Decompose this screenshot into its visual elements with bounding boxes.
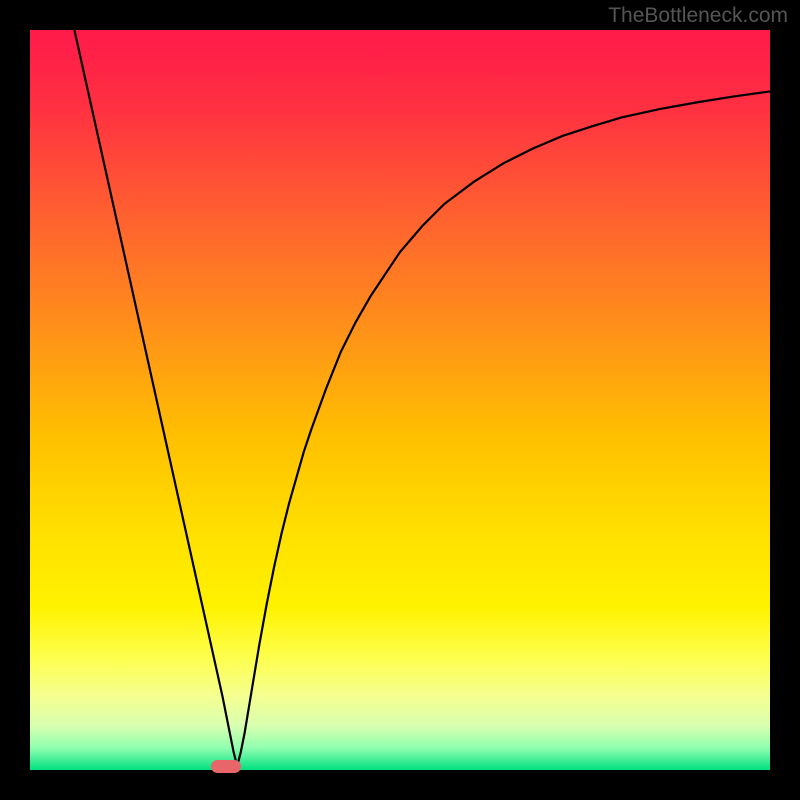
plot-area — [30, 30, 770, 770]
watermark-text: TheBottleneck.com — [608, 4, 788, 28]
minimum-marker — [211, 760, 241, 773]
bottleneck-curve — [74, 30, 770, 766]
curve-layer — [30, 30, 770, 770]
